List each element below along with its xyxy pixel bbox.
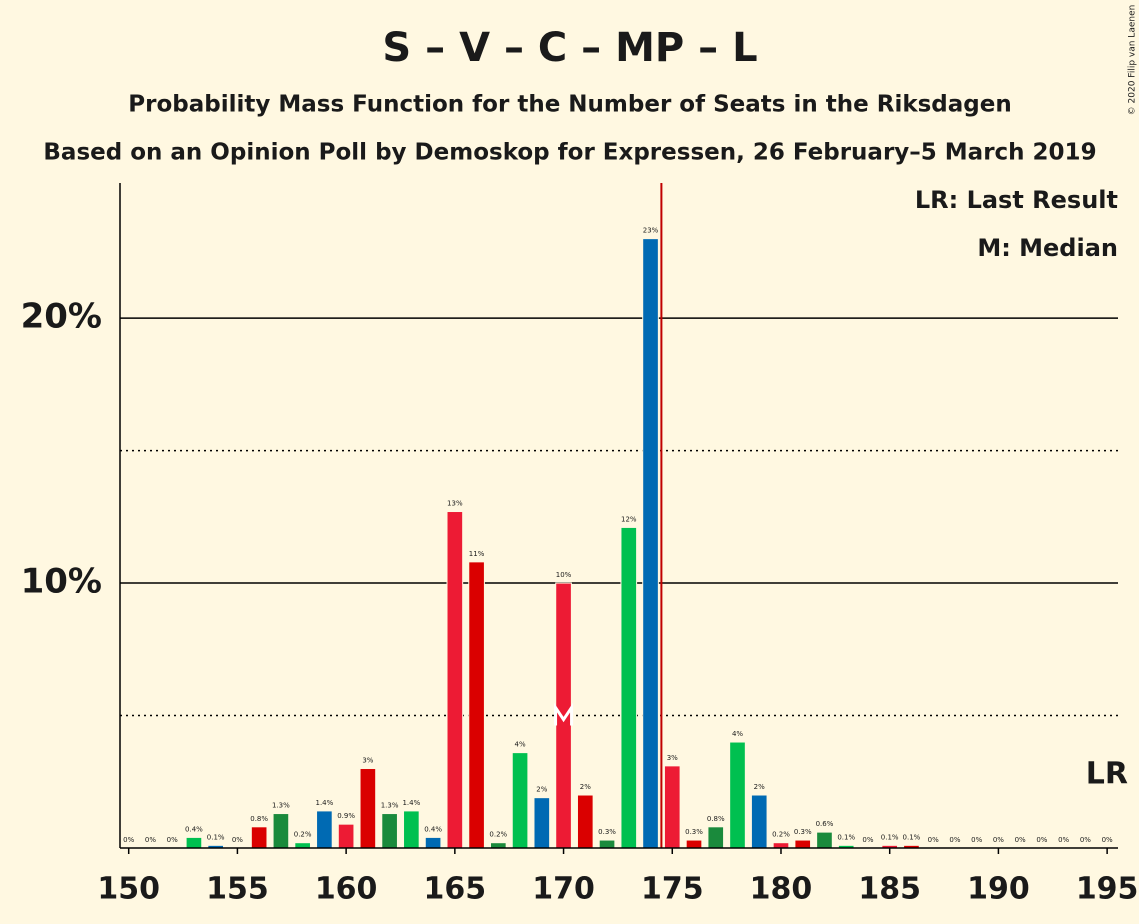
data-label: 2% xyxy=(536,786,547,794)
data-label: 0% xyxy=(123,836,134,844)
chart-subtitle: Based on an Opinion Poll by Demoskop for… xyxy=(43,140,1096,166)
bar xyxy=(729,741,746,849)
bar xyxy=(794,839,812,849)
data-label: 0% xyxy=(993,836,1004,844)
data-label: 4% xyxy=(515,741,526,749)
data-label: 0.2% xyxy=(489,831,507,839)
data-label: 1.4% xyxy=(315,799,333,807)
bar xyxy=(337,823,355,849)
data-label: 4% xyxy=(732,730,743,738)
bar xyxy=(359,768,377,849)
bar xyxy=(403,810,420,849)
data-label: 0% xyxy=(862,836,873,844)
data-label: 0.1% xyxy=(837,833,855,841)
data-label: 0.3% xyxy=(794,828,812,836)
data-label: 0% xyxy=(949,836,960,844)
bar xyxy=(250,826,268,849)
bar xyxy=(707,826,725,849)
bar xyxy=(489,842,507,849)
data-label: 3% xyxy=(667,754,678,762)
bar xyxy=(598,839,616,849)
x-tick-label: 170 xyxy=(532,872,595,907)
data-label: 0.2% xyxy=(772,831,790,839)
bar xyxy=(555,582,572,849)
x-tick-label: 155 xyxy=(206,872,269,907)
bar xyxy=(381,813,398,849)
bar xyxy=(642,238,659,849)
bar xyxy=(663,765,681,849)
y-tick-label: 10% xyxy=(21,562,102,602)
data-label: 0% xyxy=(1102,836,1113,844)
data-label: 0.3% xyxy=(598,828,616,836)
chart-subtitle: Probability Mass Function for the Number… xyxy=(128,92,1011,118)
x-tick-label: 165 xyxy=(424,872,487,907)
data-label: 0.1% xyxy=(903,833,921,841)
data-label: 0.4% xyxy=(185,825,203,833)
data-label: 0% xyxy=(167,836,178,844)
data-label: 1.4% xyxy=(402,799,420,807)
bar xyxy=(511,752,529,849)
x-tick-label: 150 xyxy=(97,872,160,907)
bar xyxy=(816,831,833,849)
bar xyxy=(185,836,203,849)
data-label: 0% xyxy=(1036,836,1047,844)
data-label: 12% xyxy=(621,515,637,523)
legend-text: LR: Last Result xyxy=(915,186,1118,214)
data-label: 0% xyxy=(232,836,243,844)
data-label: 0.9% xyxy=(337,812,355,820)
data-label: 0.6% xyxy=(816,820,834,828)
data-label: 0% xyxy=(1015,836,1026,844)
data-label: 23% xyxy=(643,227,659,235)
data-label: 0.3% xyxy=(685,828,703,836)
lr-label: LR xyxy=(1086,757,1128,792)
bar xyxy=(316,810,333,849)
bar xyxy=(685,839,703,849)
bar xyxy=(772,842,790,849)
bar xyxy=(272,813,290,849)
bar xyxy=(750,794,768,849)
copyright: © 2020 Filip van Laenen xyxy=(1128,5,1138,116)
median-marker xyxy=(554,702,574,726)
bar xyxy=(446,511,464,849)
x-tick-label: 190 xyxy=(967,872,1030,907)
data-label: 1.3% xyxy=(381,802,399,810)
x-tick-label: 185 xyxy=(858,872,921,907)
data-label: 0% xyxy=(971,836,982,844)
data-label: 10% xyxy=(556,571,572,579)
x-tick-label: 160 xyxy=(315,872,378,907)
data-label: 11% xyxy=(469,550,485,558)
x-tick-label: 175 xyxy=(641,872,704,907)
chart-title: S – V – C – MP – L xyxy=(382,25,757,71)
data-label: 0% xyxy=(928,836,939,844)
x-tick-label: 180 xyxy=(750,872,813,907)
x-tick-label: 195 xyxy=(1076,872,1139,907)
data-label: 0.4% xyxy=(424,825,442,833)
bar xyxy=(468,561,485,849)
data-label: 1.3% xyxy=(272,802,290,810)
data-label: 0.1% xyxy=(881,833,899,841)
data-label: 2% xyxy=(580,783,591,791)
bar xyxy=(424,836,442,849)
data-label: 0.8% xyxy=(707,815,725,823)
data-label: 0.8% xyxy=(250,815,268,823)
legend-text: M: Median xyxy=(977,234,1118,262)
bar xyxy=(620,526,638,849)
y-tick-label: 20% xyxy=(21,297,102,337)
bar xyxy=(294,842,311,849)
bar xyxy=(533,797,551,849)
data-label: 0.1% xyxy=(207,833,225,841)
bar xyxy=(576,794,594,849)
data-label: 0.2% xyxy=(294,831,312,839)
data-label: 0% xyxy=(145,836,156,844)
data-label: 13% xyxy=(447,500,463,508)
data-label: 0% xyxy=(1080,836,1091,844)
data-label: 0% xyxy=(1058,836,1069,844)
data-label: 2% xyxy=(754,783,765,791)
data-label: 3% xyxy=(362,757,373,765)
